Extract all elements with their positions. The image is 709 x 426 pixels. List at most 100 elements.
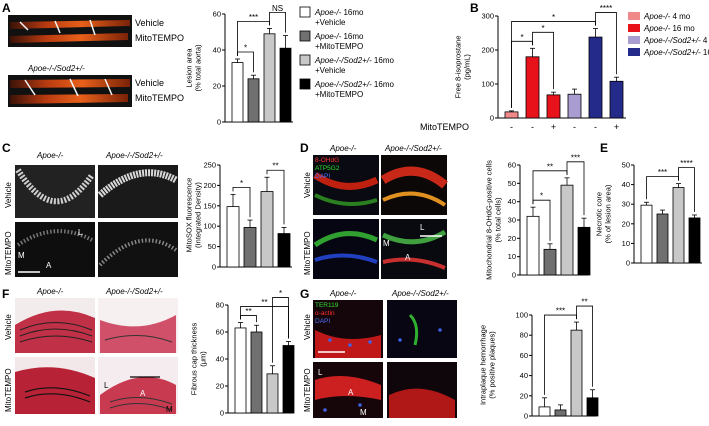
g-stain-dapi: DAPI (315, 318, 330, 325)
g-stain-actin: α-actin (315, 310, 335, 317)
y-axis-label: Intraplaque hemorrhage(% positive plaque… (479, 325, 497, 405)
marker-d-m: M (383, 239, 390, 248)
y-tick-label: 20 (520, 391, 528, 400)
y-axis-label: MitoSOX fluorescence(Integrated Density) (185, 178, 203, 253)
significance-bracket (272, 297, 289, 363)
y-tick-label: 50 (622, 161, 630, 170)
marker-d-l: L (420, 223, 425, 232)
y-tick-label: 0 (524, 412, 528, 421)
significance-label: * (520, 33, 523, 42)
y-tick-label: 100 (515, 311, 528, 320)
y-tick-label: 80 (520, 331, 528, 340)
panel-d-micrographs (313, 155, 448, 279)
g-stain-ter119: TER119 (315, 302, 339, 309)
y-tick-label: 0 (490, 114, 494, 123)
y-tick-label: 250 (203, 161, 216, 170)
bar (526, 215, 540, 276)
legend-entry: Apoe-/- 16 mo (643, 24, 695, 33)
panel-label-g: G (300, 287, 309, 301)
panel-label-a: A (2, 1, 11, 15)
bar (266, 373, 279, 414)
y-tick-label: 50 (508, 179, 516, 188)
panel-label-b: B (470, 1, 479, 15)
bar (279, 47, 292, 123)
legend-swatch (628, 36, 640, 44)
bar (260, 191, 274, 268)
legend-swatch (628, 48, 640, 56)
y-tick-label: 40 (508, 197, 516, 206)
legend-b: Apoe-/- 4 mo Apoe-/- 16 mo Apoe-/-/Sod2+/-… (628, 12, 709, 57)
marker-c-m: M (18, 251, 25, 260)
bar (577, 226, 591, 276)
d-row-mito: MitoTEMPO (303, 231, 312, 275)
y-tick-label: 30 (622, 200, 630, 209)
bar (277, 233, 291, 268)
x-axis-label: MitoTEMPO (420, 122, 469, 132)
panel-label-d: D (300, 141, 309, 155)
legend-swatch (299, 30, 311, 42)
significance-label: ** (261, 298, 267, 307)
significance-bracket (566, 161, 585, 216)
y-tick-label: 10 (622, 239, 630, 248)
y-tick-label: 60 (520, 351, 528, 360)
significance-bracket (269, 12, 286, 33)
significance-label: *** (571, 153, 580, 162)
y-axis-label: Mitochondrial 8-OHdG-positive cells(% to… (485, 160, 503, 280)
legend-swatch (299, 6, 311, 18)
y-tick-label: 200 (481, 46, 494, 55)
f-row-mito: MitoTEMPO (4, 368, 13, 412)
legend-entry: Apoe-/-/Sod2+/- 16mo (314, 80, 394, 89)
c-row-mito: MitoTEMPO (4, 231, 13, 275)
panel-c-micrographs (15, 165, 178, 277)
panel-f-histology (15, 298, 178, 414)
a-label-mito-2: MitoTEMPO (135, 93, 184, 103)
significance-label: * (279, 289, 282, 298)
bar (538, 406, 551, 417)
bar (247, 78, 260, 123)
y-tick-label: 0 (212, 263, 216, 272)
chart-d: 0 10 20 30 40 50 60 Mitochondrial 8-OHdG-positi… (485, 153, 591, 280)
legend-entry: Apoe-/-/Sod2+/- 16mo (314, 56, 394, 65)
legend-entry-treatment: +MitoTEMPO (315, 42, 363, 51)
panel-g-micrographs (313, 300, 457, 418)
bar (560, 184, 574, 276)
y-tick-label: 60 (216, 328, 224, 337)
bar (250, 331, 263, 414)
bar (543, 248, 557, 276)
y-tick-label: 200 (203, 181, 216, 190)
d-stain-dapi: DAPI (315, 173, 330, 180)
significance-bracket (266, 169, 285, 225)
y-tick-label: 30 (508, 216, 516, 225)
significance-label: NS (272, 4, 283, 13)
legend-swatch (628, 12, 640, 20)
marker-c-a: A (46, 261, 52, 270)
y-tick-label: 0 (217, 118, 221, 127)
y-tick-label: 40 (213, 46, 221, 55)
y-tick-label: 0 (626, 259, 630, 268)
y-tick-label: 0 (512, 271, 516, 280)
d-stain-8ohdg: 8-OHdG (315, 157, 339, 164)
f-col-apoe-sod2: Apoe-/-/Sod2+/- (105, 287, 163, 296)
y-axis-label: Free 8-isoprostane(pg/mL) (454, 36, 472, 99)
legend-entry-treatment: +MitoTEMPO (315, 90, 363, 99)
bar (586, 397, 599, 417)
bar (231, 62, 244, 123)
significance-label: *** (556, 307, 565, 316)
g-col-apoe-sod2: Apoe-/-/Sod2+/- (391, 289, 449, 298)
x-tick-label: - (531, 122, 534, 132)
x-tick-label: + (551, 122, 556, 132)
y-tick-label: 20 (622, 219, 630, 228)
legend-entry: Apoe-/- 16mo (314, 8, 364, 17)
a-label-vehicle-1: Vehicle (135, 18, 164, 28)
y-axis-label: Lesion area(% total aorta) (185, 44, 203, 92)
bar (282, 345, 295, 414)
y-tick-label: 80 (216, 301, 224, 310)
significance-bracket (595, 12, 617, 75)
y-tick-label: 150 (203, 201, 216, 210)
legend-swatch (299, 78, 311, 90)
x-tick-label: - (573, 122, 576, 132)
